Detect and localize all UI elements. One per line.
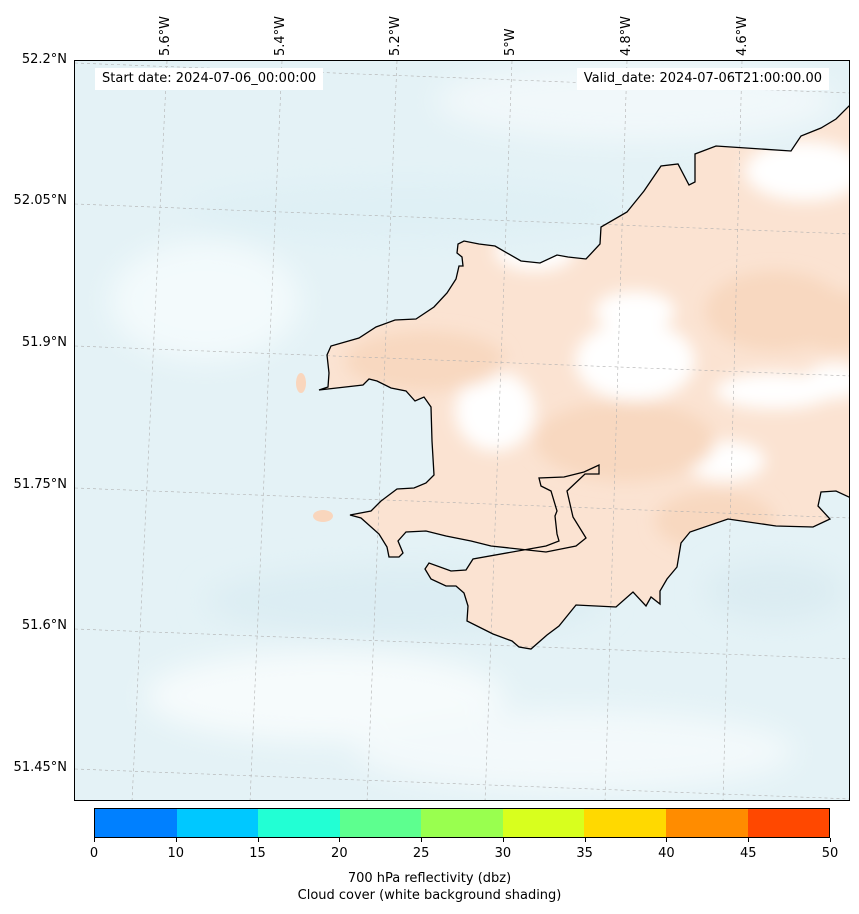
- graticule: [75, 61, 849, 800]
- map-frame: Start date: 2024-07-06_00:00:00 Valid_da…: [74, 60, 850, 801]
- start-date-label: Start date: 2024-07-06_00:00:00: [95, 68, 324, 90]
- colorbar-tick-mark: [748, 838, 750, 842]
- longitude-label: 5.2°W: [388, 15, 403, 56]
- longitude-label: 5°W: [503, 28, 518, 56]
- latitude-label: 51.45°N: [13, 760, 67, 775]
- colorbar-tick-label: 35: [576, 846, 593, 861]
- island-shading: [313, 510, 333, 522]
- colorbar-tick-label: 15: [249, 846, 266, 861]
- colorbar-tick-mark: [502, 838, 504, 842]
- clear-sky-patches: [345, 141, 849, 551]
- colorbar-segment: [95, 809, 177, 837]
- colorbar-tick-label: 0: [89, 846, 99, 861]
- colorbar-segment: [502, 809, 585, 837]
- reflectivity-colorbar: [94, 808, 830, 838]
- colorbar-tick-label: 30: [494, 846, 512, 861]
- colorbar-tick-label: 45: [739, 846, 757, 861]
- colorbar-tick-label: 25: [412, 846, 430, 861]
- colorbar-segment: [584, 809, 666, 837]
- colorbar-segment: [665, 809, 748, 837]
- colorbar-tick-mark: [339, 838, 341, 842]
- colorbar-subtitle: Cloud cover (white background shading): [297, 888, 562, 903]
- colorbar-segment: [421, 809, 503, 837]
- colorbar-tick-mark: [94, 838, 95, 842]
- coastline: [318, 105, 849, 650]
- longitude-label: 4.6°W: [735, 15, 750, 56]
- colorbar-tick-mark: [175, 838, 177, 842]
- longitude-label: 4.8°W: [619, 15, 634, 56]
- colorbar-tick-mark: [830, 838, 831, 842]
- colorbar-tick-mark: [666, 838, 668, 842]
- colorbar-tick-mark: [584, 838, 586, 842]
- colorbar-title: 700 hPa reflectivity (dbz): [347, 871, 512, 886]
- map-canvas: [75, 61, 849, 800]
- colorbar-segment: [176, 809, 259, 837]
- colorbar-tick-mark: [257, 838, 259, 842]
- colorbar-tick-label: 50: [821, 846, 839, 861]
- colorbar-tick-mark: [421, 838, 423, 842]
- latitude-label: 51.75°N: [13, 477, 67, 492]
- longitude-label: 5.4°W: [273, 15, 288, 56]
- colorbar-segment: [258, 809, 340, 837]
- longitude-label: 5.6°W: [158, 15, 173, 56]
- latitude-label: 51.6°N: [21, 618, 67, 633]
- valid-date-label: Valid_date: 2024-07-06T21:00:00.00: [576, 68, 829, 90]
- colorbar-tick-label: 10: [167, 846, 185, 861]
- colorbar-segment: [339, 809, 422, 837]
- latitude-label: 52.2°N: [21, 52, 67, 67]
- latitude-label: 51.9°N: [21, 335, 67, 350]
- island-shading: [296, 373, 306, 393]
- colorbar-segment: [747, 809, 830, 837]
- colorbar-tick-label: 40: [658, 846, 675, 861]
- latitude-label: 52.05°N: [13, 193, 67, 208]
- colorbar-tick-label: 20: [331, 846, 348, 861]
